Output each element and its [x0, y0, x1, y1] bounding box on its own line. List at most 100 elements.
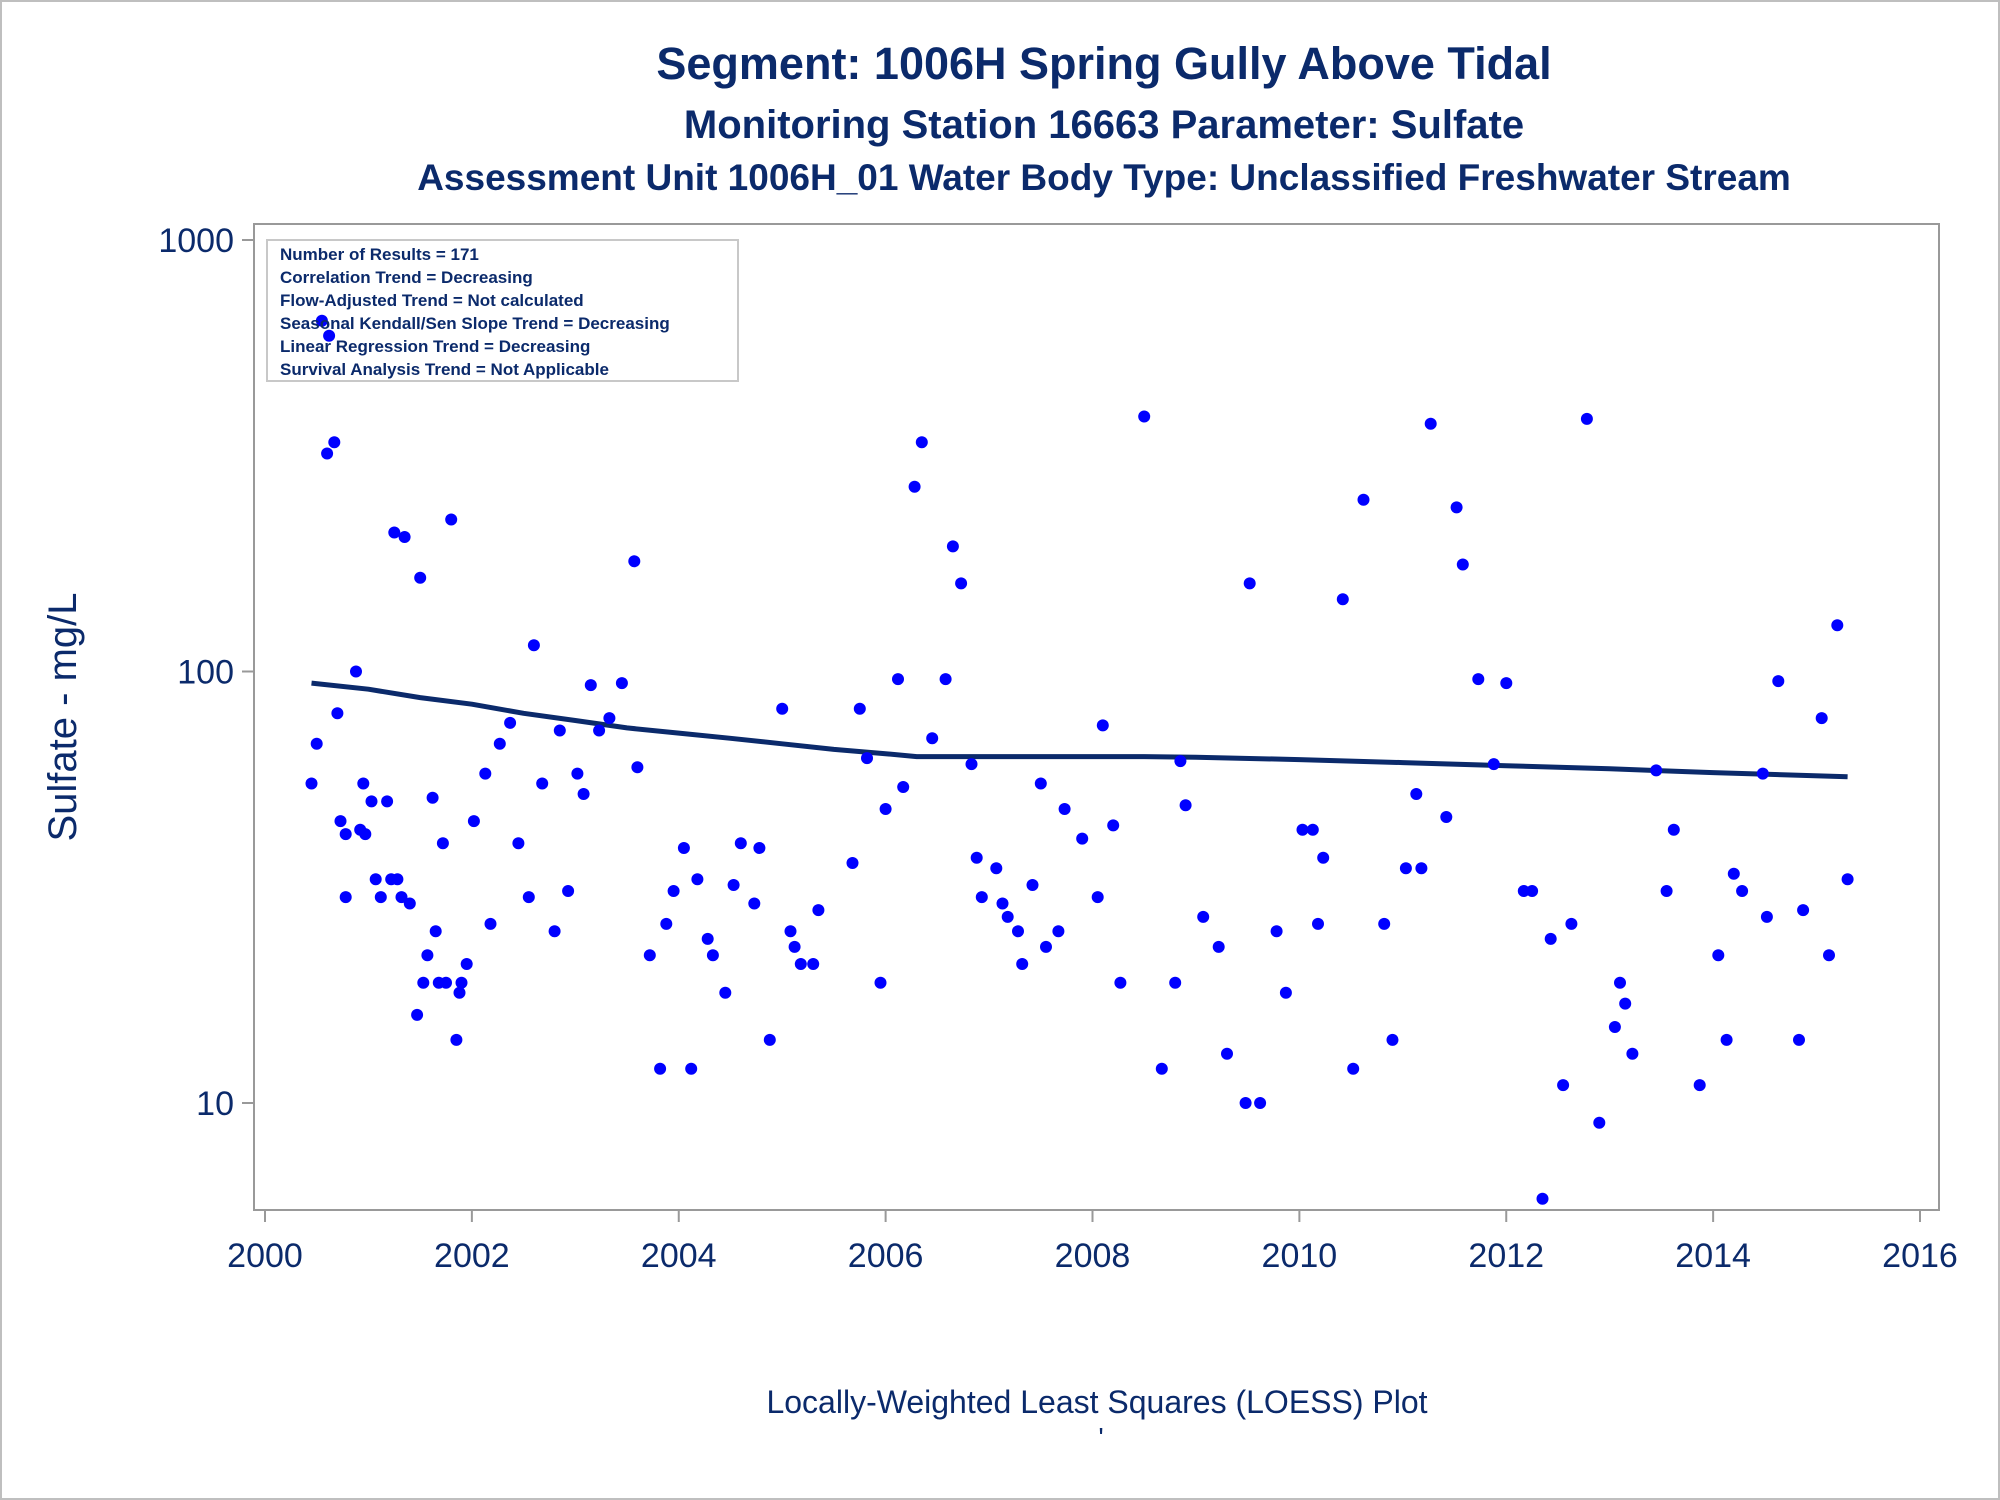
data-point: [1076, 832, 1089, 845]
points-layer: [305, 314, 1854, 1205]
data-point: [784, 925, 797, 938]
footnote: Locally-Weighted Least Squares (LOESS) P…: [766, 1384, 1427, 1420]
x-tick-label: 2008: [1055, 1237, 1131, 1275]
data-point: [603, 712, 616, 725]
data-point: [1536, 1192, 1549, 1205]
data-point: [1096, 719, 1109, 732]
stats-line-survival: Survival Analysis Trend = Not Applicable: [280, 360, 609, 379]
data-point: [328, 436, 341, 449]
data-point: [667, 885, 680, 897]
data-point: [965, 758, 978, 771]
data-point: [1841, 873, 1854, 886]
data-point: [1378, 917, 1391, 930]
data-point: [1410, 788, 1423, 800]
data-point: [1823, 949, 1835, 962]
data-point: [1797, 904, 1810, 917]
data-point: [417, 976, 430, 989]
data-point: [807, 958, 820, 970]
data-point: [1736, 885, 1749, 897]
data-point: [1593, 1116, 1606, 1129]
loess-line: [311, 680, 1848, 780]
data-point: [1626, 1047, 1639, 1060]
data-point: [946, 540, 959, 553]
data-point: [553, 724, 566, 737]
y-axis-label: Sulfate - mg/L: [41, 592, 85, 841]
data-point: [398, 531, 411, 543]
data-point: [365, 795, 378, 808]
data-point: [1720, 1033, 1733, 1046]
data-point: [631, 761, 644, 774]
data-point: [1450, 501, 1463, 514]
data-point: [504, 716, 517, 729]
y-tick-label: 100: [177, 654, 234, 692]
data-point: [915, 436, 928, 449]
data-point: [727, 879, 740, 891]
data-point: [339, 891, 352, 904]
data-point: [339, 828, 352, 841]
data-point: [1487, 758, 1500, 771]
data-point: [1772, 675, 1785, 688]
data-point: [357, 777, 370, 790]
x-tick-label: 2010: [1262, 1237, 1338, 1275]
data-point: [926, 732, 939, 745]
data-point: [955, 577, 968, 590]
data-point: [467, 815, 480, 828]
data-point: [1667, 823, 1680, 836]
data-point: [484, 917, 497, 930]
data-point: [1456, 558, 1469, 571]
stats-box-frame: [266, 239, 739, 382]
data-point: [1440, 811, 1453, 823]
data-point: [1619, 997, 1632, 1010]
data-point: [1279, 986, 1292, 999]
data-point: [874, 976, 887, 989]
data-point: [440, 976, 452, 989]
data-point: [1386, 1033, 1399, 1046]
data-point: [846, 857, 859, 869]
data-point: [1336, 593, 1349, 606]
data-point: [1012, 925, 1024, 938]
data-point: [305, 777, 318, 790]
data-point: [1254, 1097, 1267, 1109]
data-point: [1660, 885, 1673, 897]
x-tick-label: 2000: [227, 1237, 303, 1275]
data-point: [643, 949, 656, 962]
data-point: [1058, 803, 1071, 815]
x-tick-label: 2012: [1468, 1237, 1544, 1275]
data-point: [374, 891, 387, 904]
data-point: [1306, 823, 1319, 836]
data-point: [429, 925, 442, 938]
data-point: [615, 677, 628, 690]
data-point: [512, 837, 525, 850]
data-point: [1114, 976, 1127, 989]
data-point: [562, 885, 575, 897]
stats-line-correlation: Correlation Trend = Decreasing: [280, 268, 533, 287]
data-point: [861, 752, 873, 765]
data-point: [1347, 1062, 1360, 1075]
stats-box: Number of Results = 171 Correlation Tren…: [266, 239, 739, 382]
data-point: [414, 571, 427, 584]
data-point: [788, 940, 801, 953]
data-point: [701, 932, 714, 945]
data-point: [1138, 410, 1151, 423]
data-point: [460, 958, 473, 970]
data-point: [522, 891, 535, 904]
data-point: [897, 781, 910, 793]
data-point: [571, 767, 584, 780]
data-point: [1614, 976, 1626, 989]
data-point: [388, 526, 401, 539]
data-point: [970, 851, 983, 864]
data-point: [1565, 917, 1578, 930]
data-point: [1544, 932, 1557, 945]
data-point: [628, 555, 641, 568]
footnote-2: ': [1098, 1422, 1103, 1453]
data-point: [527, 639, 540, 652]
chart-title: Segment: 1006H Spring Gully Above Tidal: [656, 38, 1551, 89]
data-point: [455, 976, 468, 989]
data-point: [1399, 862, 1412, 875]
data-point: [1016, 958, 1029, 970]
data-point: [892, 673, 904, 686]
data-point: [1693, 1079, 1706, 1092]
data-point: [395, 891, 408, 904]
data-point: [436, 837, 449, 850]
